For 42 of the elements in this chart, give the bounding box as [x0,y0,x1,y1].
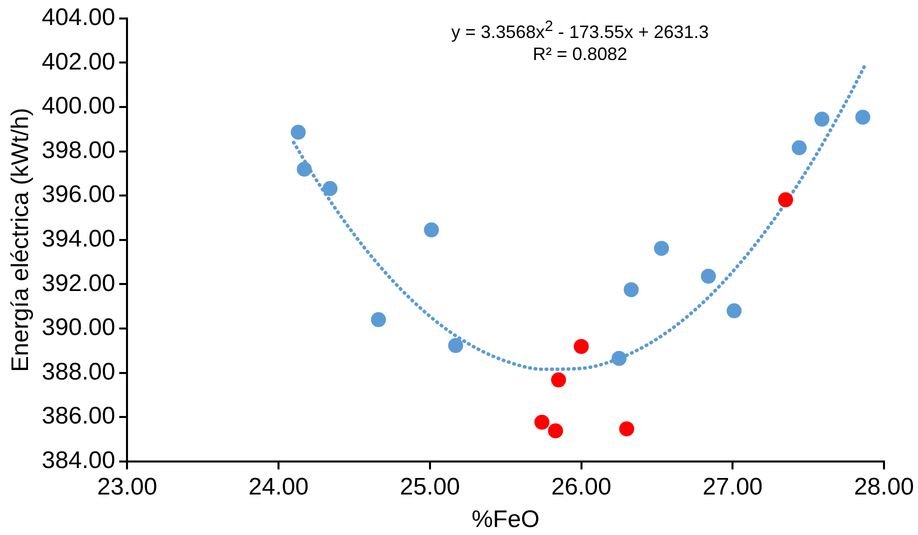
point [548,423,564,438]
y-tick-label: 400.00 [42,92,116,120]
point [814,112,830,127]
y-tick-label: 394.00 [42,226,116,253]
point [290,124,306,140]
point [424,222,439,238]
x-tick-label: 24.00 [248,473,309,500]
point [726,303,742,318]
annotation: R² = 0.8082 [532,43,628,65]
point [624,282,639,298]
point [855,110,870,125]
y-axis-title: Energía eléctrica (kWt/h) [7,108,34,372]
point [296,162,312,177]
annotation: y = 3.3568x$^{2}$ - 173.55x + 2631.3 [450,17,710,43]
point [792,140,807,156]
point [654,240,669,256]
y-tick-label: 396.00 [42,181,116,208]
y-tick-label: 384.00 [42,447,116,474]
line-series [292,64,866,372]
y-tick-label: 388.00 [42,358,116,386]
point [612,350,627,366]
y-tick-label: 404.00 [42,4,116,32]
point [534,414,550,430]
y-tick-label: 402.00 [42,48,116,76]
point [778,192,794,208]
y-tick-label: 386.00 [42,402,116,430]
x-tick-label: 28.00 [854,473,914,500]
x-tick-label: 25.00 [400,473,460,500]
point [700,268,716,284]
point [551,372,566,388]
point [574,338,589,354]
x-tick-label: 23.00 [97,473,158,500]
y-tick-label: 398.00 [42,136,116,164]
point [322,181,338,196]
x-tick-label: 27.00 [702,473,763,500]
point [619,421,634,436]
point [448,338,464,354]
y-tick-label: 390.00 [42,314,116,342]
x-axis-title: %FeO [472,506,540,534]
point [370,312,386,328]
y-tick-label: 392.00 [42,270,116,297]
x-tick-label: 26.00 [551,473,612,500]
